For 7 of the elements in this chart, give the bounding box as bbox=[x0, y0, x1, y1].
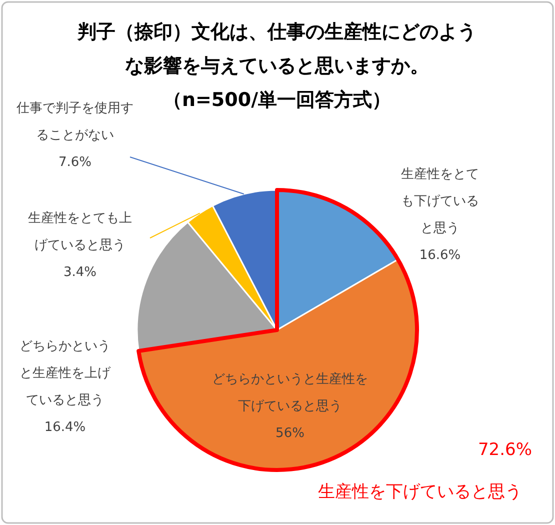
text: 生産性を下げていると思う bbox=[318, 482, 522, 502]
slice-label: 仕事で判子を使用することがない bbox=[16, 101, 134, 143]
chart-title: 判子（捺印）文化は、仕事の生産性にどのような影響を与えていると思いますか。 bbox=[76, 21, 476, 77]
data-label: 3.4% bbox=[63, 265, 97, 280]
text: 72.6% bbox=[478, 440, 532, 460]
data-label: 7.6% bbox=[58, 155, 92, 170]
legend-label: 生産性をとても上げていると思う bbox=[28, 210, 132, 253]
